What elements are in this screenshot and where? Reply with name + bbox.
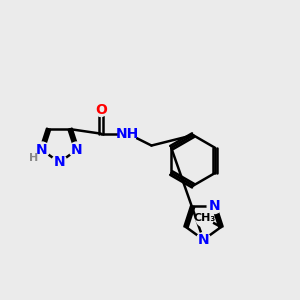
Text: NH: NH [116, 127, 139, 141]
Text: N: N [208, 200, 220, 213]
Text: N: N [53, 155, 65, 170]
Text: N: N [198, 233, 209, 247]
Circle shape [119, 125, 136, 142]
Circle shape [94, 103, 107, 116]
Circle shape [28, 153, 39, 164]
Text: N: N [71, 143, 83, 157]
Text: CH₃: CH₃ [194, 213, 216, 223]
Circle shape [207, 199, 221, 214]
Text: N: N [36, 143, 48, 157]
Circle shape [34, 142, 50, 158]
Circle shape [196, 232, 211, 247]
Text: O: O [95, 103, 107, 117]
Circle shape [52, 155, 67, 170]
Circle shape [196, 209, 214, 227]
Circle shape [69, 142, 85, 158]
Text: H: H [29, 153, 38, 163]
